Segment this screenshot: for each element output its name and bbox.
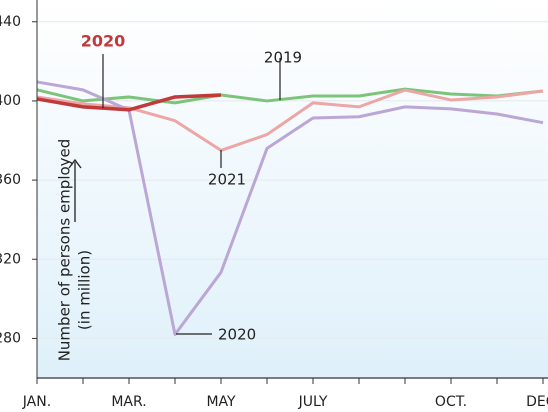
plot-background	[37, 0, 548, 378]
y-label-unit: (in million)	[76, 250, 94, 330]
y-tick-label: 440	[0, 14, 21, 30]
x-tick-label: OCT.	[435, 394, 467, 410]
x-tick-label: MAR.	[111, 394, 146, 410]
y-tick-label: 320	[0, 251, 21, 267]
series-label: 2020	[218, 326, 256, 344]
series-line	[36, 87, 544, 105]
x-tick-label: JAN.	[22, 394, 51, 410]
series-line	[36, 80, 544, 336]
y-label-group: Number of persons employed (in million)	[56, 139, 94, 362]
y-tick-label: 400	[0, 93, 21, 109]
series-label: 2021	[208, 171, 246, 189]
arrow-head	[68, 158, 82, 169]
x-tick-label: JULY	[298, 394, 328, 410]
y-label: Number of persons employed	[56, 139, 74, 362]
grid	[37, 21, 548, 339]
x-tick-label: MAY	[206, 394, 236, 410]
series-label: 2019	[264, 49, 302, 67]
x-tick-label: DEC.	[526, 394, 548, 410]
lines	[36, 80, 544, 336]
series-line	[36, 93, 222, 112]
y-tick-label: 360	[0, 172, 21, 188]
series-label: 2020	[81, 32, 126, 51]
y-tick-label: 280	[0, 330, 21, 346]
